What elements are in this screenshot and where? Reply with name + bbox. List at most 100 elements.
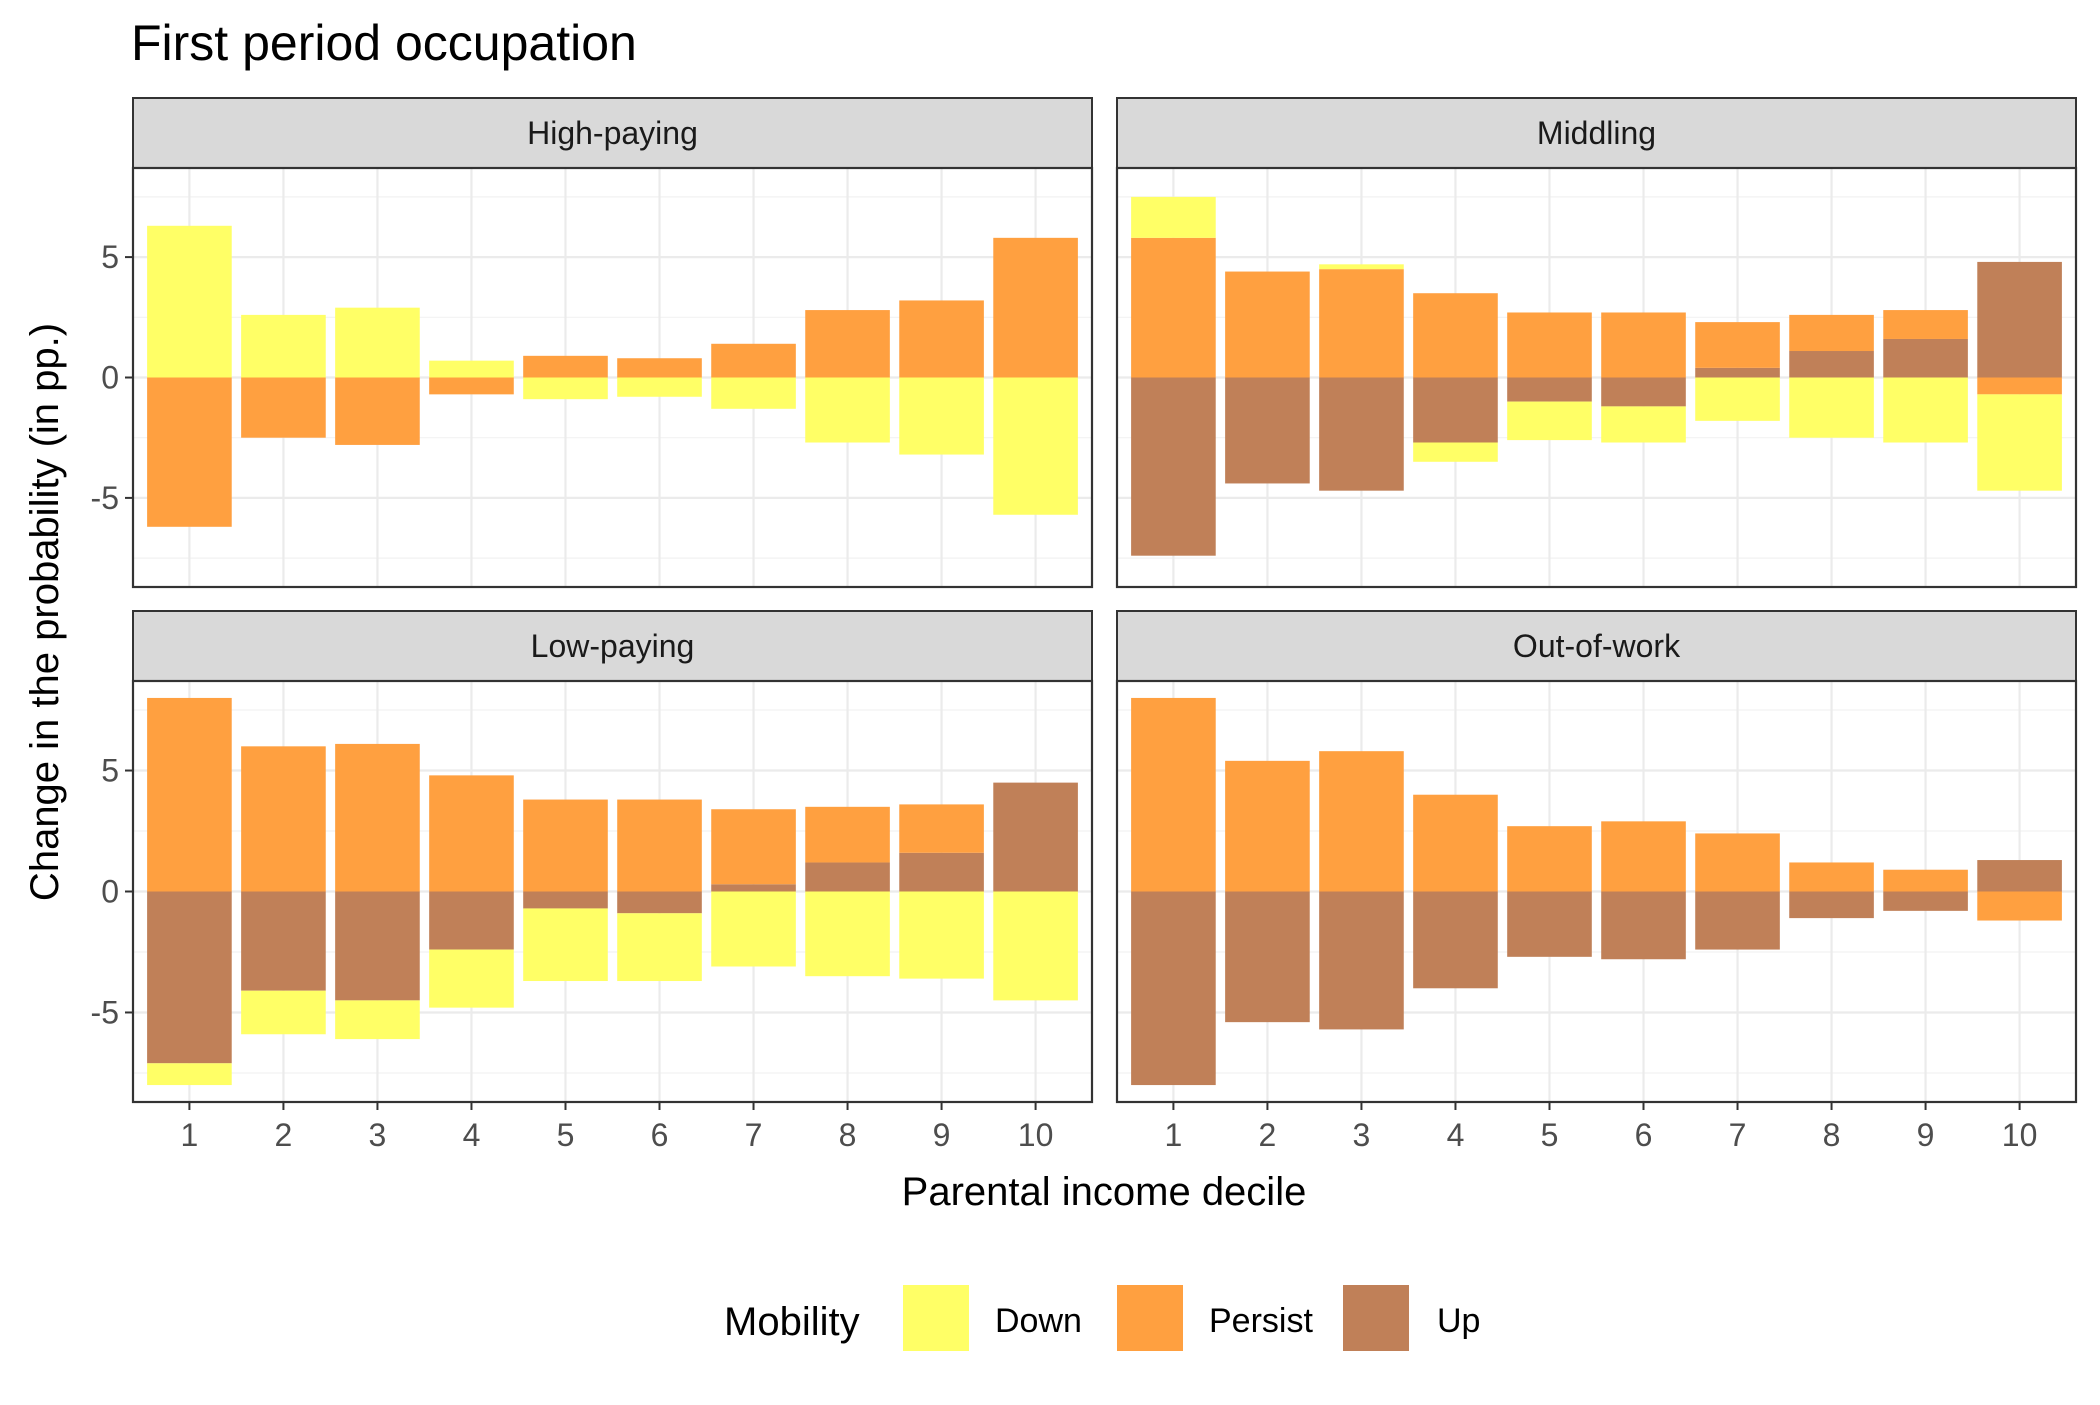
bar-up [711,884,796,892]
bar-up [1789,351,1874,378]
bar-persist [1601,821,1686,892]
bar-persist [711,809,796,885]
bar-persist [1695,322,1780,368]
bar-up [241,891,326,991]
bar-persist [1883,869,1968,892]
bar-up [1413,377,1498,443]
legend-key-persist [1117,1285,1183,1351]
bar-up [1131,891,1216,1086]
bar-persist [1507,312,1592,378]
bar-down [523,377,608,400]
bar-persist [147,697,232,892]
x-tick-label: 9 [933,1117,951,1153]
bar-persist [523,355,608,378]
bar-up [1883,891,1968,911]
bar-persist [1131,237,1216,378]
bar-up [1131,377,1216,556]
x-tick-label: 4 [1447,1117,1465,1153]
bar-down [523,908,608,982]
bar-down [805,891,890,977]
bar-up [1977,860,2062,892]
bar-up [1413,891,1498,989]
bar-down [1413,442,1498,462]
x-tick-label: 6 [651,1117,669,1153]
x-tick-label: 6 [1635,1117,1653,1153]
bar-persist [1319,269,1404,378]
bar-down [147,1063,232,1086]
panels: High-paying -5 0 5 Middling Low-paying -5 0 5 1 2 3… [91,97,2078,1153]
bar-persist [617,799,702,892]
bar-persist [1695,833,1780,892]
x-tick-label: 3 [1353,1117,1371,1153]
bar-down [1977,394,2062,491]
y-tick-label: 5 [101,239,119,275]
bar-persist [241,377,326,438]
bar-down [147,225,232,378]
bar-up [993,782,1078,892]
bar-up [805,862,890,892]
bar-persist [899,804,984,853]
x-tick-label: 8 [1823,1117,1841,1153]
bar-down [899,891,984,979]
panel-border [1115,679,2078,1104]
y-tick-label: 0 [101,874,119,910]
bar-up [1507,377,1592,402]
bar-persist [1413,794,1498,892]
panel-border [1115,166,2078,589]
bar-down [617,377,702,397]
bar-down [1695,377,1780,421]
bar-down [993,891,1078,1001]
bar-up [523,891,608,909]
bar-down [335,307,420,378]
legend-key-up [1343,1285,1409,1351]
x-tick-label: 10 [1018,1117,1054,1153]
bar-persist [1977,891,2062,921]
bar-up [1319,377,1404,491]
bar-persist [147,377,232,527]
bar-persist [523,799,608,892]
panel: High-paying -5 0 5 [91,97,1094,589]
x-tick-label: 5 [1541,1117,1559,1153]
x-tick-label: 3 [369,1117,387,1153]
bar-up [617,891,702,914]
bar-down [1601,406,1686,443]
x-tick-label: 8 [839,1117,857,1153]
bar-up [1977,261,2062,378]
bar-down [805,377,890,443]
x-tick-label: 9 [1917,1117,1935,1153]
panel: Out-of-work 1 2 3 4 5 6 7 8 9 10 [1115,610,2078,1153]
bar-persist [1225,760,1310,892]
bar-down [711,377,796,409]
legend-label-persist: Persist [1209,1302,1313,1340]
x-tick-label: 10 [2002,1117,2038,1153]
bar-persist [1131,697,1216,892]
bar-up [1601,377,1686,407]
bar-down [241,990,326,1035]
x-tick-label: 1 [1165,1117,1183,1153]
bar-persist [617,358,702,378]
facet-strip-label: Out-of-work [1513,628,1681,664]
bar-down [429,360,514,378]
bar-down [429,949,514,1008]
x-tick-label: 1 [181,1117,199,1153]
facet-strip [1116,97,2077,169]
x-tick-label: 2 [275,1117,293,1153]
bar-up [1789,891,1874,919]
bar-up [147,891,232,1064]
y-tick-label: 0 [101,360,119,396]
bar-up [899,852,984,892]
chart-title: First period occupation [131,15,637,71]
bar-persist [1883,310,1968,339]
bar-persist [1319,751,1404,892]
bar-down [1883,377,1968,443]
bar-persist [429,377,514,395]
legend-key-down [903,1285,969,1351]
bar-persist [1977,377,2062,395]
facet-strip-label: High-paying [527,115,698,151]
bar-persist [1507,826,1592,892]
panel: Low-paying -5 0 5 1 2 3 4 5 6 7 8 9 10 [91,610,1094,1153]
facet-strip-label: Middling [1537,115,1656,151]
bar-persist [335,743,420,892]
bar-up [1695,891,1780,950]
